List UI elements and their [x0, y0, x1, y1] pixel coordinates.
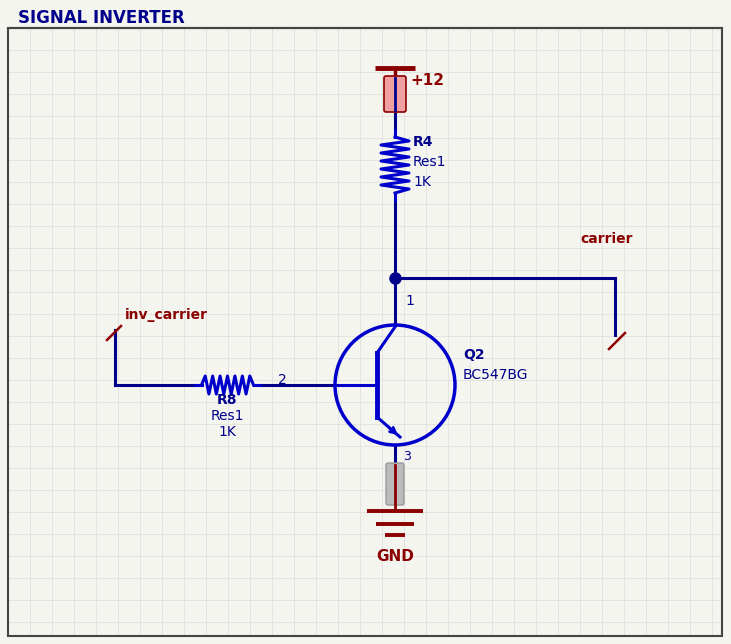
Text: R4: R4 [413, 135, 433, 149]
Text: R8: R8 [217, 393, 238, 407]
Text: 3: 3 [403, 450, 411, 463]
Text: 1K: 1K [218, 425, 236, 439]
Text: inv_carrier: inv_carrier [125, 308, 208, 322]
Text: +12: +12 [410, 73, 444, 88]
Text: Q2: Q2 [463, 348, 485, 362]
Text: GND: GND [376, 549, 414, 564]
FancyBboxPatch shape [386, 463, 404, 505]
Text: 1: 1 [405, 294, 414, 308]
Text: BC547BG: BC547BG [463, 368, 529, 382]
Text: Res1: Res1 [211, 409, 243, 423]
Text: 2: 2 [278, 373, 287, 387]
FancyBboxPatch shape [384, 76, 406, 112]
Text: Res1: Res1 [413, 155, 447, 169]
Text: carrier: carrier [580, 232, 632, 246]
Text: SIGNAL INVERTER: SIGNAL INVERTER [18, 9, 185, 27]
Text: 1K: 1K [413, 175, 431, 189]
